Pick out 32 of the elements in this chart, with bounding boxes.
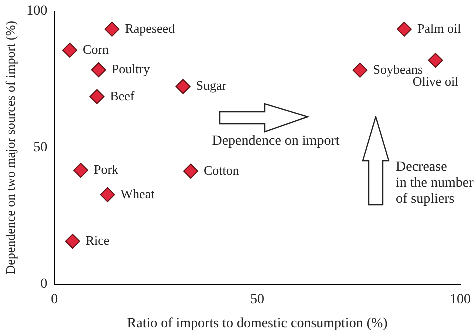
data-label: Cotton xyxy=(204,162,240,178)
data-label: Sugar xyxy=(196,78,228,94)
annotation: Dependence on import xyxy=(211,134,341,150)
y-tick-label: 0 xyxy=(40,277,48,292)
data-label: Palm oil xyxy=(417,20,462,36)
data-label: Rapeseed xyxy=(125,20,176,36)
point xyxy=(428,53,444,68)
point xyxy=(104,22,120,37)
x-axis-title: Ratio of imports to domestic consumption (%) xyxy=(127,316,388,332)
point xyxy=(65,234,80,250)
point xyxy=(62,42,78,58)
data-label: Wheat xyxy=(120,186,156,202)
point xyxy=(91,62,106,78)
point xyxy=(183,164,198,179)
data-label: Poultry xyxy=(112,62,151,77)
point xyxy=(73,163,88,178)
data-label: Pork xyxy=(94,162,120,177)
point xyxy=(176,79,191,94)
x-tick-label: 100 xyxy=(450,292,471,308)
point xyxy=(100,187,116,202)
y-tick-label: 50 xyxy=(34,140,48,156)
y-axis-title: Dependence on two major sources of import (%) xyxy=(3,21,18,275)
annotation: Decrease in the number of supliers xyxy=(396,160,474,208)
x-tick-label: 0 xyxy=(51,292,58,308)
data-label: Corn xyxy=(83,42,110,57)
data-label: Beef xyxy=(110,88,136,104)
point xyxy=(352,62,368,78)
x-tick-label: 50 xyxy=(250,292,265,308)
data-label: Rice xyxy=(86,232,110,248)
point xyxy=(396,22,412,37)
y-tick-label: 100 xyxy=(26,4,48,20)
point xyxy=(90,89,105,104)
